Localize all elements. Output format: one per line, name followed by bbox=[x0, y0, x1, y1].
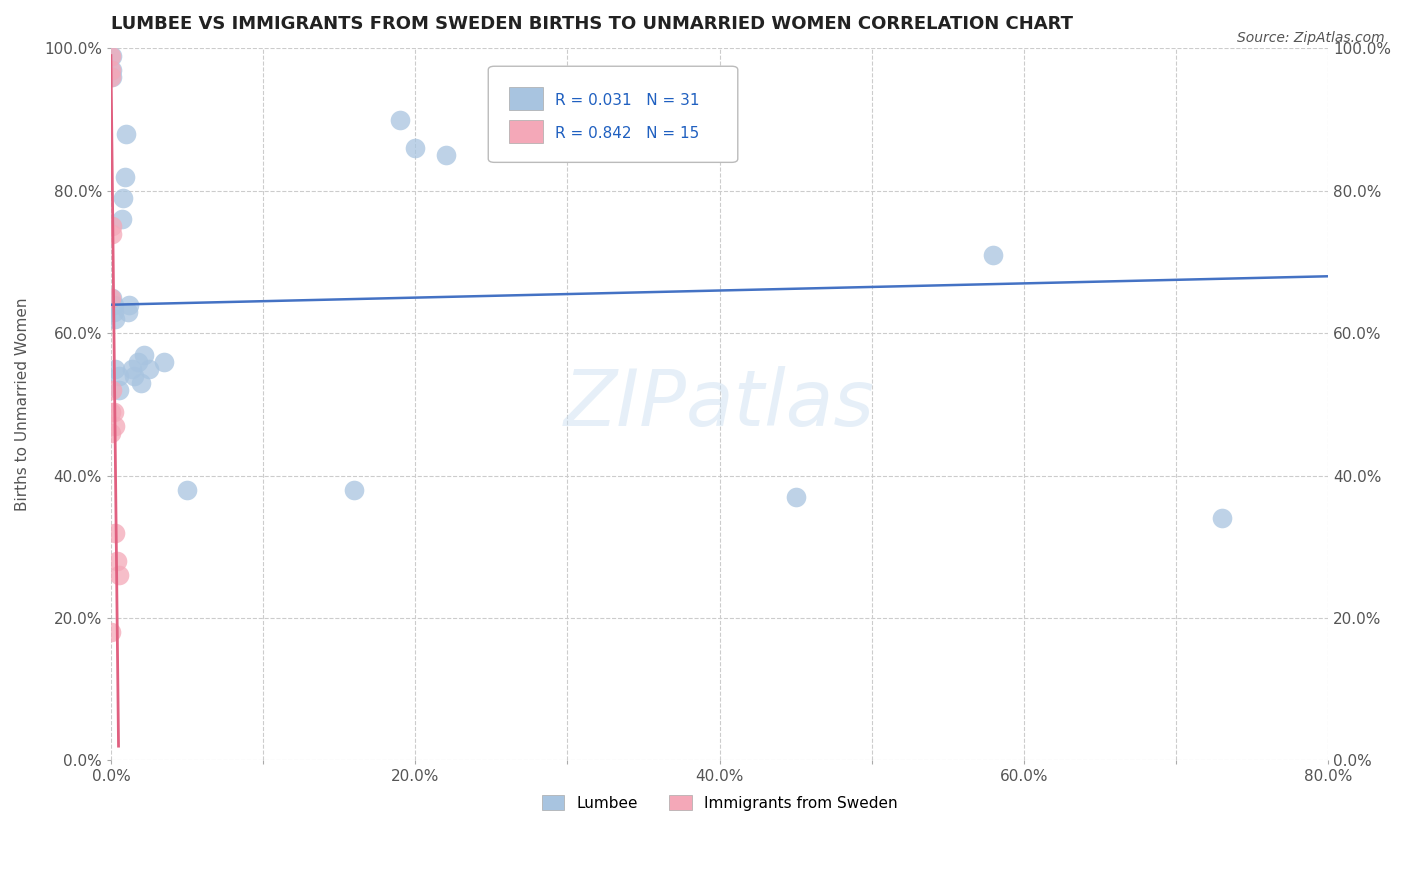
Point bbox=[131, 376, 153, 390]
Point bbox=[104, 361, 127, 376]
Point bbox=[122, 368, 145, 383]
Legend: Lumbee, Immigrants from Sweden: Lumbee, Immigrants from Sweden bbox=[536, 789, 904, 817]
FancyBboxPatch shape bbox=[509, 120, 543, 143]
Point bbox=[103, 305, 125, 319]
Point bbox=[138, 361, 160, 376]
Point bbox=[114, 169, 136, 184]
Point bbox=[134, 348, 156, 362]
Point bbox=[153, 354, 176, 368]
Point bbox=[101, 62, 124, 77]
Text: R = 0.842   N = 15: R = 0.842 N = 15 bbox=[555, 126, 699, 141]
Point bbox=[107, 368, 129, 383]
Point bbox=[104, 525, 127, 540]
Point bbox=[107, 568, 129, 582]
FancyBboxPatch shape bbox=[488, 66, 738, 162]
Point bbox=[100, 291, 122, 305]
Point bbox=[104, 312, 127, 326]
Point bbox=[434, 148, 457, 162]
Point bbox=[100, 425, 122, 440]
Point bbox=[100, 48, 122, 62]
Text: LUMBEE VS IMMIGRANTS FROM SWEDEN BIRTHS TO UNMARRIED WOMEN CORRELATION CHART: LUMBEE VS IMMIGRANTS FROM SWEDEN BIRTHS … bbox=[111, 15, 1073, 33]
Point bbox=[110, 212, 132, 227]
Point bbox=[785, 490, 807, 504]
Y-axis label: Births to Unmarried Women: Births to Unmarried Women bbox=[15, 298, 30, 511]
Point bbox=[103, 298, 125, 312]
Text: Source: ZipAtlas.com: Source: ZipAtlas.com bbox=[1237, 31, 1385, 45]
Point bbox=[983, 248, 1005, 262]
Point bbox=[388, 112, 411, 127]
Point bbox=[101, 227, 124, 241]
Point bbox=[101, 70, 124, 84]
Point bbox=[115, 127, 138, 141]
Point bbox=[118, 298, 141, 312]
Point bbox=[176, 483, 198, 497]
Point bbox=[112, 191, 135, 205]
Point bbox=[404, 141, 426, 155]
Point bbox=[100, 404, 122, 418]
Point bbox=[104, 418, 127, 433]
Point bbox=[101, 383, 124, 397]
Point bbox=[100, 625, 122, 640]
Text: R = 0.031   N = 31: R = 0.031 N = 31 bbox=[555, 93, 700, 108]
Point bbox=[101, 291, 124, 305]
Text: ZIPatlas: ZIPatlas bbox=[564, 367, 875, 442]
Point bbox=[1211, 511, 1233, 525]
Point bbox=[103, 404, 125, 418]
FancyBboxPatch shape bbox=[509, 87, 543, 111]
Point bbox=[100, 62, 122, 77]
Point bbox=[343, 483, 366, 497]
Point bbox=[107, 383, 129, 397]
Point bbox=[121, 361, 143, 376]
Point bbox=[100, 70, 122, 84]
Point bbox=[117, 305, 139, 319]
Point bbox=[101, 219, 124, 234]
Point bbox=[127, 354, 149, 368]
Point bbox=[105, 554, 128, 568]
Point bbox=[101, 48, 124, 62]
